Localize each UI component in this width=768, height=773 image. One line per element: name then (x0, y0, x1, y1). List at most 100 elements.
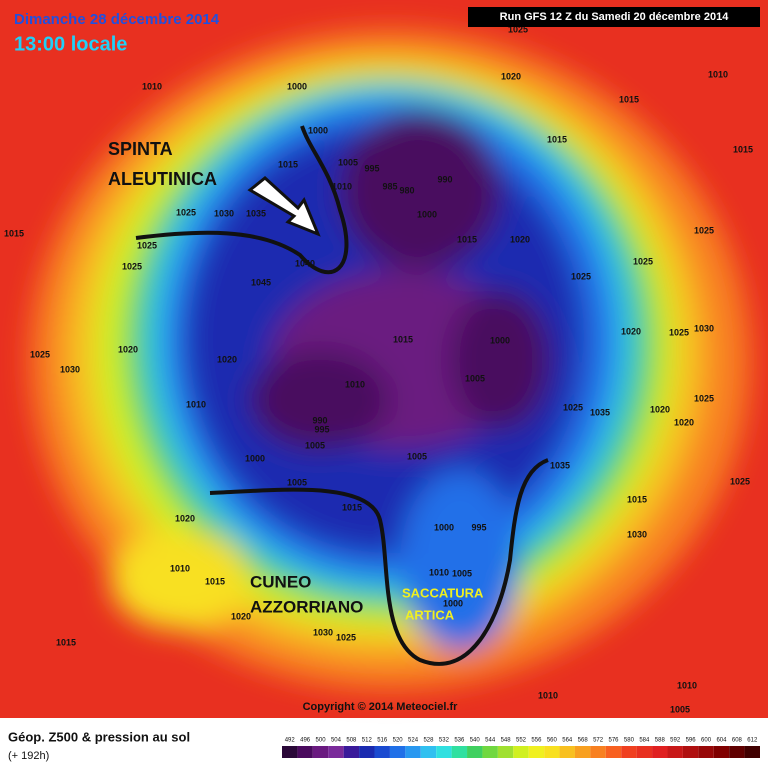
annotation: AZZORRIANO (250, 597, 363, 616)
colorbar-swatch (729, 746, 745, 758)
colorbar-tick-label: 588 (655, 738, 666, 744)
isobar-label: 1015 (457, 234, 477, 244)
isobar-label: 1010 (429, 567, 449, 577)
header-run: Run GFS 12 Z du Samedi 20 décembre 2014 (500, 11, 730, 23)
colorbar-tick-label: 592 (670, 738, 681, 744)
colorbar-tick-label: 520 (393, 738, 404, 744)
colorbar-swatch (420, 746, 437, 758)
isobar-label: 1025 (122, 261, 142, 271)
colorbar-swatch (359, 746, 375, 758)
isobar-label: 1025 (730, 476, 750, 486)
colorbar-swatch (467, 746, 483, 758)
colorbar-tick-label: 572 (593, 738, 604, 744)
annotation: SPINTA (108, 139, 173, 159)
isobar-label: 990 (437, 174, 452, 184)
isobar-labels: 1010 1000 1000 1015 1005 995 1010 985 980 990 1000… (4, 24, 753, 714)
isobar-label: 1015 (547, 134, 567, 144)
header-time: 13:00 locale (14, 33, 127, 55)
colorbar-swatch (544, 746, 560, 758)
colorbar-tick-label: 564 (562, 738, 573, 744)
colorbar-tick-label: 508 (346, 738, 357, 744)
isobar-label: 1020 (231, 611, 251, 621)
isobar-label: 1045 (251, 277, 271, 287)
isobar-label: 1025 (336, 632, 356, 642)
colorbar-tick-label: 504 (331, 738, 342, 744)
isobar-label: 1035 (550, 460, 570, 470)
isobar-label: 995 (471, 522, 486, 532)
isobar-label: 1000 (245, 453, 265, 463)
colorbar-tick-label: 600 (701, 738, 712, 744)
colorbar-tick-label: 528 (423, 738, 434, 744)
isobar-label: 1025 (137, 240, 157, 250)
isobar-label: 1030 (214, 208, 234, 218)
isobar-label: 1015 (342, 502, 362, 512)
isobar-label: 1015 (278, 159, 298, 169)
isobar-label: 1020 (118, 344, 138, 354)
colorbar-tick-label: 608 (732, 738, 743, 744)
isobar-label: 1000 (490, 335, 510, 345)
isobar-label: 1035 (246, 208, 266, 218)
colorbar-swatch (297, 746, 313, 758)
isobar-label: 985 (382, 181, 397, 191)
annotation-arrow (247, 176, 321, 237)
isobar-label: 1030 (694, 323, 714, 333)
colorbar-swatch (667, 746, 683, 758)
isobar-label: 1010 (708, 69, 728, 79)
colorbar-tick-label: 524 (408, 738, 419, 744)
colorbar-swatch (436, 746, 452, 758)
geopotential-field (30, 30, 750, 690)
isobar-label: 1010 (142, 81, 162, 91)
colorbar-swatch (636, 746, 653, 758)
colorbar-swatch (713, 746, 730, 758)
colorbar-swatch (652, 746, 668, 758)
colorbar-swatch (405, 746, 421, 758)
isobar-label: 1015 (4, 228, 24, 238)
colorbar-tick-label: 536 (454, 738, 465, 744)
isobar-label: 1005 (407, 451, 427, 461)
isobar-label: 1035 (590, 407, 610, 417)
isobar-label: 1025 (669, 327, 689, 337)
colorbar-tick-label: 584 (639, 738, 650, 744)
footer-title: Géop. Z500 & pression au sol (8, 729, 190, 744)
isobar-label: 1030 (313, 627, 333, 637)
colorbar-swatch (574, 746, 591, 758)
colorbar-tick-label: 548 (501, 738, 512, 744)
colorbar-swatch (513, 746, 529, 758)
annotation: ARTICA (405, 607, 455, 622)
colorbar-swatch (282, 746, 298, 758)
isobar-label: 1025 (633, 256, 653, 266)
isobar-label: 1015 (393, 334, 413, 344)
isobar-label: 1030 (627, 529, 647, 539)
isobar-label: 1025 (694, 225, 714, 235)
isobar-label: 1040 (295, 258, 315, 268)
isobar-label: 1025 (571, 271, 591, 281)
colorbar-swatch (482, 746, 498, 758)
isobar-label: 1005 (287, 477, 307, 487)
colorbar-swatch (682, 746, 699, 758)
colorbar: 492 496 500 504 508 512 516 520 524 528 532 536 540 5… (282, 738, 760, 758)
colorbar-tick-label: 604 (716, 738, 727, 744)
isobar-label: 1025 (176, 207, 196, 217)
isobar-label: 1000 (434, 522, 454, 532)
colorbar-swatch (312, 746, 329, 758)
isobar-label: 1000 (308, 125, 328, 135)
header-date: Dimanche 28 décembre 2014 (14, 11, 220, 28)
isobar-label: 980 (399, 185, 414, 195)
colorbar-tick-label: 540 (470, 738, 481, 744)
colorbar-tick-label: 596 (686, 738, 697, 744)
isobar-label: 1005 (338, 157, 358, 167)
colorbar-swatch (559, 746, 575, 758)
isobar-label: 990 (312, 415, 327, 425)
isobar-label: 1025 (563, 402, 583, 412)
isobar-label: 1030 (60, 364, 80, 374)
isobar-label: 1015 (627, 494, 647, 504)
isobar-label: 1010 (677, 680, 697, 690)
colorbar-swatch (605, 746, 622, 758)
isobar-label: 1005 (465, 373, 485, 383)
isobar-label: 1025 (30, 349, 50, 359)
isobar-label: 1005 (670, 704, 690, 714)
annotation: SACCATURA (402, 585, 484, 600)
colorbar-swatch (328, 746, 344, 758)
annotation-lines (135, 125, 549, 666)
